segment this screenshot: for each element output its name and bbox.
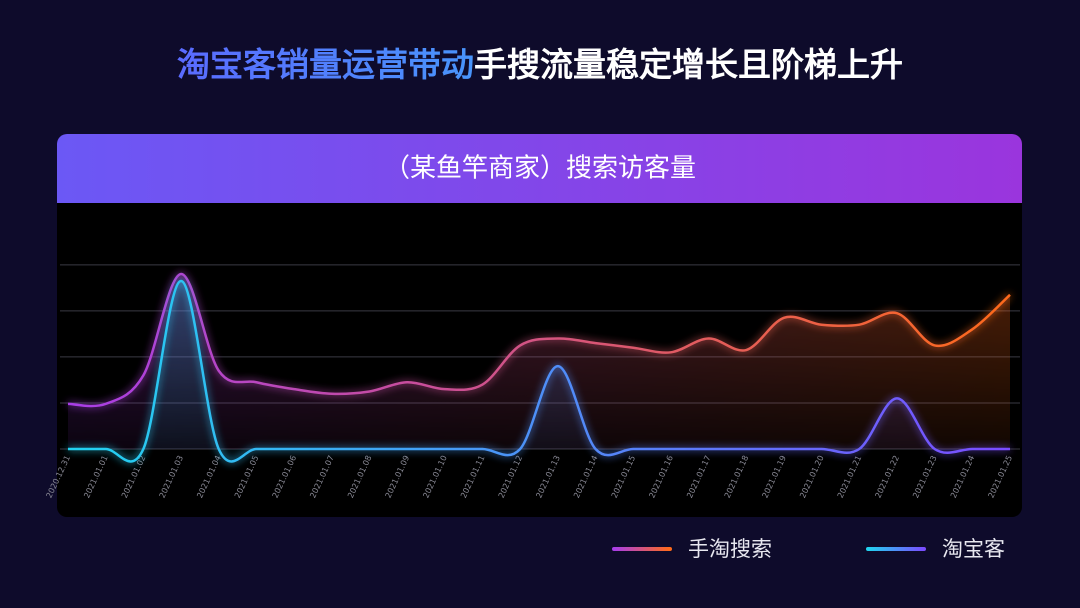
legend-label: 手淘搜索 <box>688 537 772 561</box>
chart-title: （某鱼竿商家）搜索访客量 <box>384 154 696 184</box>
legend-label: 淘宝客 <box>942 537 1005 561</box>
series-area <box>68 274 1010 449</box>
series-area <box>68 280 1010 462</box>
series-line <box>67 272 1011 408</box>
series-line <box>68 279 1010 463</box>
legend: 手淘搜索 淘宝客 <box>612 537 1005 561</box>
title-rest: 手搜流量稳定增长且阶梯上升 <box>474 45 903 84</box>
card-header <box>57 134 1022 203</box>
title-highlight: 淘宝客销量运营带动 <box>177 45 474 84</box>
slide-title: 淘宝客销量运营带动手搜流量稳定增长且阶梯上升 <box>177 45 903 84</box>
